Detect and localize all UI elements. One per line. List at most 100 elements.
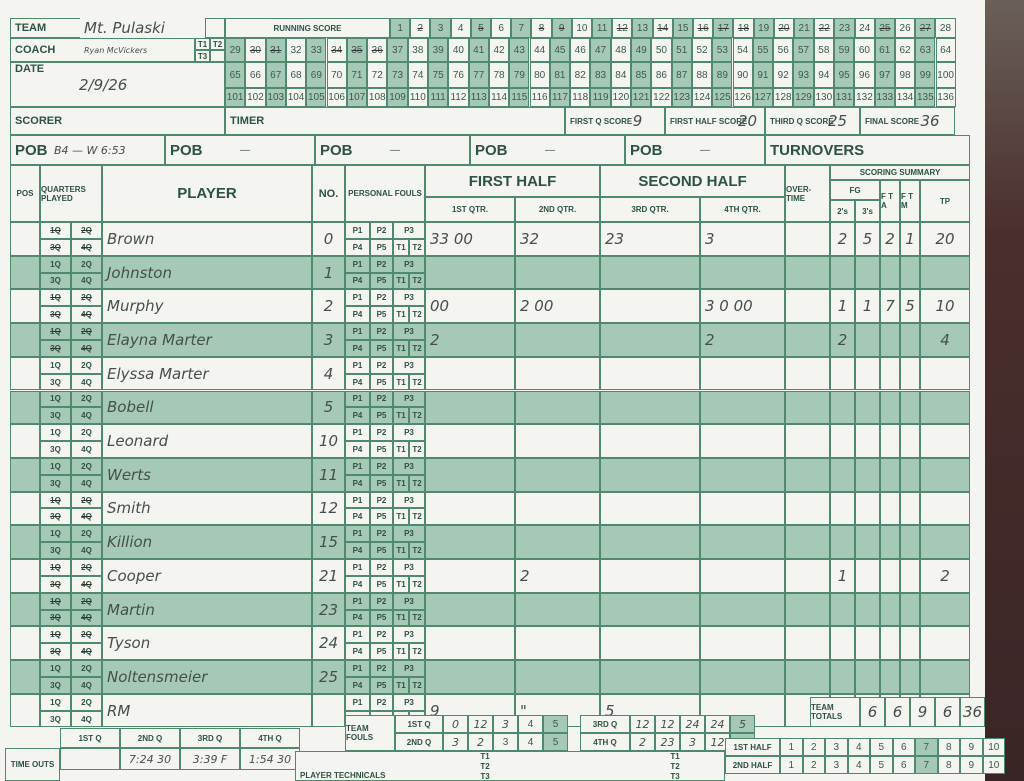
running-score-69[interactable]: 69 [306,62,327,88]
player-tp[interactable]: 20 [920,222,970,256]
player-q2[interactable]: 2 [515,559,600,593]
player-ot[interactable] [785,525,830,559]
quarter-played-3Q[interactable]: 3Q [40,508,71,526]
player-tp[interactable] [920,255,970,290]
running-score-132[interactable]: 132 [854,88,875,107]
player-twos[interactable]: 1 [830,559,855,593]
running-score-111[interactable]: 111 [428,88,449,107]
player-q2[interactable] [515,660,600,694]
foul-box-P5[interactable]: P5 [370,508,393,526]
player-q3[interactable] [600,491,700,526]
quarter-played-4Q[interactable]: 4Q [71,575,102,593]
player-pos[interactable] [10,592,40,627]
running-score-107[interactable]: 107 [346,88,368,107]
running-score-95[interactable]: 95 [834,62,855,88]
running-score-10[interactable]: 10 [571,18,592,38]
foul-box-P2[interactable]: P2 [370,592,393,610]
quarter-played-2Q[interactable]: 2Q [71,592,102,610]
running-score-96[interactable]: 96 [854,62,875,88]
player-threes[interactable] [855,491,880,526]
player-fta[interactable] [880,457,900,492]
quarter-played-3Q[interactable]: 3Q [40,575,71,593]
running-score-51[interactable]: 51 [671,38,692,62]
running-score-119[interactable]: 119 [590,88,611,107]
running-score-127[interactable]: 127 [752,88,774,107]
player-twos[interactable] [830,424,855,458]
foul-box-T2[interactable]: T2 [409,676,425,694]
foul-box-P3[interactable]: P3 [393,491,425,509]
running-score-106[interactable]: 106 [326,88,347,107]
player-q3[interactable] [600,457,700,492]
running-score-129[interactable]: 129 [793,88,814,107]
running-score-82[interactable]: 82 [570,62,591,88]
team-foul-q4-box-2[interactable]: 23 [655,733,680,751]
team-foul-q3-box-1[interactable]: 12 [630,715,655,733]
player-number[interactable]: 2 [312,289,345,324]
foul-box-P1[interactable]: P1 [345,356,370,374]
foul-box-P5[interactable]: P5 [370,676,393,694]
player-q2[interactable] [515,390,600,425]
running-score-62[interactable]: 62 [894,38,916,62]
foul-box-T1[interactable]: T1 [393,407,409,425]
foul-box-P2[interactable]: P2 [370,255,393,273]
player-ot[interactable] [785,424,830,458]
running-score-93[interactable]: 93 [793,62,814,88]
quarter-played-3Q[interactable]: 3Q [40,441,71,458]
player-q1[interactable] [425,457,515,492]
player-fta[interactable] [880,323,900,357]
player-twos[interactable]: 2 [830,323,855,357]
player-tp[interactable] [920,491,970,526]
foul-box-T2[interactable]: T2 [409,542,425,559]
running-score-136[interactable]: 136 [935,88,956,107]
team-foul-q1-box-5[interactable]: 5 [543,715,568,733]
player-q4[interactable] [700,491,785,526]
running-score-112[interactable]: 112 [448,88,469,107]
quarter-played-1Q[interactable]: 1Q [40,323,71,340]
foul-box-P3[interactable]: P3 [393,390,425,408]
player-pos[interactable] [10,390,40,425]
foul-box-P5[interactable]: P5 [370,272,393,290]
player-tp[interactable] [920,626,970,661]
quarter-played-1Q[interactable]: 1Q [40,390,71,408]
running-score-134[interactable]: 134 [894,88,916,107]
player-ftm[interactable] [900,424,920,458]
foul-box-P2[interactable]: P2 [370,525,393,543]
player-twos[interactable] [830,356,855,391]
running-score-19[interactable]: 19 [753,18,774,38]
running-score-80[interactable]: 80 [529,62,550,88]
quarter-played-3Q[interactable]: 3Q [40,676,71,694]
foul-box-P3[interactable]: P3 [393,592,425,610]
timeout-2nd-half-box-1[interactable]: 1 [780,756,803,774]
player-ftm[interactable] [900,457,920,492]
quarter-played-3Q[interactable]: 3Q [40,643,71,661]
team-foul-q3-box-4[interactable]: 24 [705,715,730,733]
running-score-81[interactable]: 81 [549,62,571,88]
quarter-played-4Q[interactable]: 4Q [71,710,102,728]
player-q2[interactable] [515,592,600,627]
player-q4[interactable] [700,559,785,593]
player-q3[interactable]: 23 [600,222,700,256]
player-q1[interactable]: 00 [425,289,515,324]
running-score-76[interactable]: 76 [448,62,469,88]
foul-box-P1[interactable]: P1 [345,457,370,475]
player-ftm[interactable] [900,491,920,526]
team-foul-q2-box-3[interactable]: 3 [493,733,518,751]
player-tp[interactable]: 4 [920,323,970,357]
foul-box-P3[interactable]: P3 [393,255,425,273]
foul-box-P2[interactable]: P2 [370,222,393,239]
running-score-79[interactable]: 79 [509,62,530,88]
player-q3[interactable] [600,289,700,324]
foul-box-T2[interactable]: T2 [409,643,425,661]
player-pos[interactable] [10,323,40,357]
player-ftm[interactable] [900,255,920,290]
running-score-28[interactable]: 28 [935,18,956,38]
running-score-89[interactable]: 89 [712,62,733,88]
player-q4[interactable] [700,525,785,559]
running-score-49[interactable]: 49 [631,38,652,62]
running-score-68[interactable]: 68 [285,62,307,88]
running-score-85[interactable]: 85 [631,62,652,88]
player-ftm[interactable] [900,559,920,593]
player-name[interactable]: Bobell [102,390,312,425]
foul-box-P4[interactable]: P4 [345,474,370,492]
team-foul-q2-box-5[interactable]: 5 [543,733,568,751]
